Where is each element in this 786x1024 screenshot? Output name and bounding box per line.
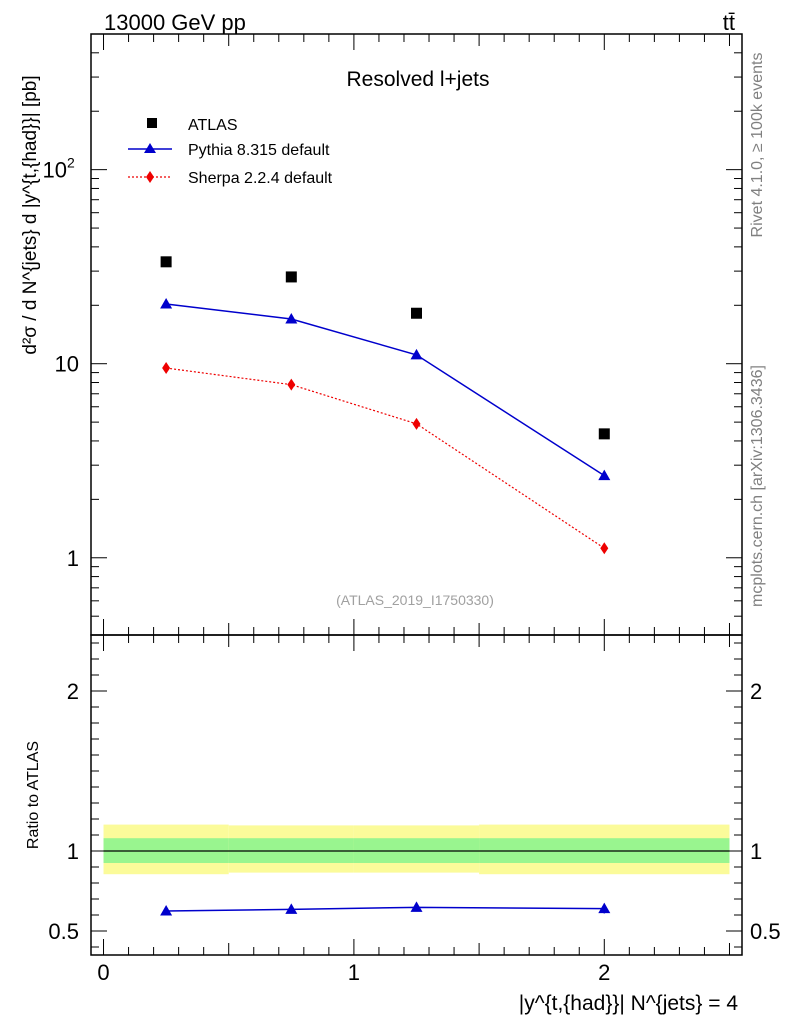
legend-pythia-label: Pythia 8.315 default [188, 142, 330, 159]
mcplots-reference-label: mcplots.cern.ch [arXiv:1306.3436] [749, 365, 766, 607]
main-y-axis-label-text: d²σ / d N^{jets} d |y^{t,{had}}| [pb] [20, 75, 41, 354]
pythia-ratio-point [410, 901, 423, 912]
main-y-tick-label: 1 [67, 546, 79, 571]
pythia-ratio-point [285, 903, 298, 914]
rivet-version-label: Rivet 4.1.0, ≥ 100k events [749, 53, 766, 238]
pythia-ratio-point [598, 902, 611, 914]
main-y-tick-label: 10 [43, 158, 67, 183]
x-tick-label: 2 [598, 960, 610, 985]
sherpa-point [287, 378, 296, 391]
pythia-line [166, 303, 605, 477]
ratio-panel-frame [90, 634, 743, 956]
legend-sherpa-label: Sherpa 2.2.4 default [188, 170, 333, 187]
legend-atlas-label: ATLAS [188, 117, 238, 134]
ratio-panel-series-lines [166, 906, 605, 912]
ratio-y-tick-label-right: 0.5 [750, 919, 781, 944]
ratio-uncertainty-bands [103, 824, 730, 875]
pythia-ratio-line [166, 906, 605, 912]
sherpa-point [162, 362, 171, 375]
ratio-y-tick-label-left: 2 [67, 679, 79, 704]
main-y-tick-label-exponent: 2 [67, 155, 75, 171]
ratio-y-tick-label-left: 1 [67, 839, 79, 864]
x-tick-label: 1 [348, 960, 360, 985]
sherpa-point [600, 542, 609, 555]
legend-atlas-marker [147, 118, 157, 128]
plot-title: Resolved l+jets [347, 68, 490, 91]
x-axis-label: |y^{t,{had}}| N^{jets} = 4 [519, 992, 739, 1015]
header-right-label: tt̄ [723, 10, 735, 35]
atlas-data-point [411, 307, 422, 319]
legend-sherpa-marker [146, 171, 154, 183]
pythia-point [285, 312, 298, 324]
ratio-panel-ticks: 0.5 0.5 1 1 2 2 0 1 2 [48, 635, 781, 985]
pythia-ratio-point [160, 905, 173, 916]
sherpa-point [412, 417, 421, 430]
main-y-tick-label: 10 [55, 352, 79, 377]
ratio-y-axis-label: Ratio to ATLAS [25, 741, 42, 849]
main-panel-markers [160, 256, 611, 555]
ratio-y-tick-label-left: 0.5 [48, 919, 79, 944]
ratio-y-tick-label-right: 2 [750, 679, 762, 704]
sherpa-line [166, 367, 605, 549]
pythia-point [598, 469, 611, 481]
legend: ATLAS Pythia 8.315 default Sherpa 2.2.4 … [128, 117, 333, 187]
legend-pythia-marker [144, 143, 156, 153]
atlas-data-point [160, 256, 172, 268]
ratio-panel-markers [160, 901, 611, 916]
ratio-y-tick-label-right: 1 [750, 839, 762, 864]
x-tick-label: 0 [97, 960, 109, 985]
atlas-data-point [285, 271, 297, 283]
main-y-axis-label: d²σ / d N^{jets} d |y^{t,{had}}| [pb] [20, 75, 41, 354]
analysis-watermark: (ATLAS_2019_I1750330) [336, 592, 494, 608]
main-panel-series-lines [166, 303, 605, 549]
pythia-point [410, 348, 423, 360]
pythia-point [160, 298, 173, 309]
atlas-data-point [598, 428, 610, 440]
header-left-label: 13000 GeV pp [104, 10, 246, 35]
